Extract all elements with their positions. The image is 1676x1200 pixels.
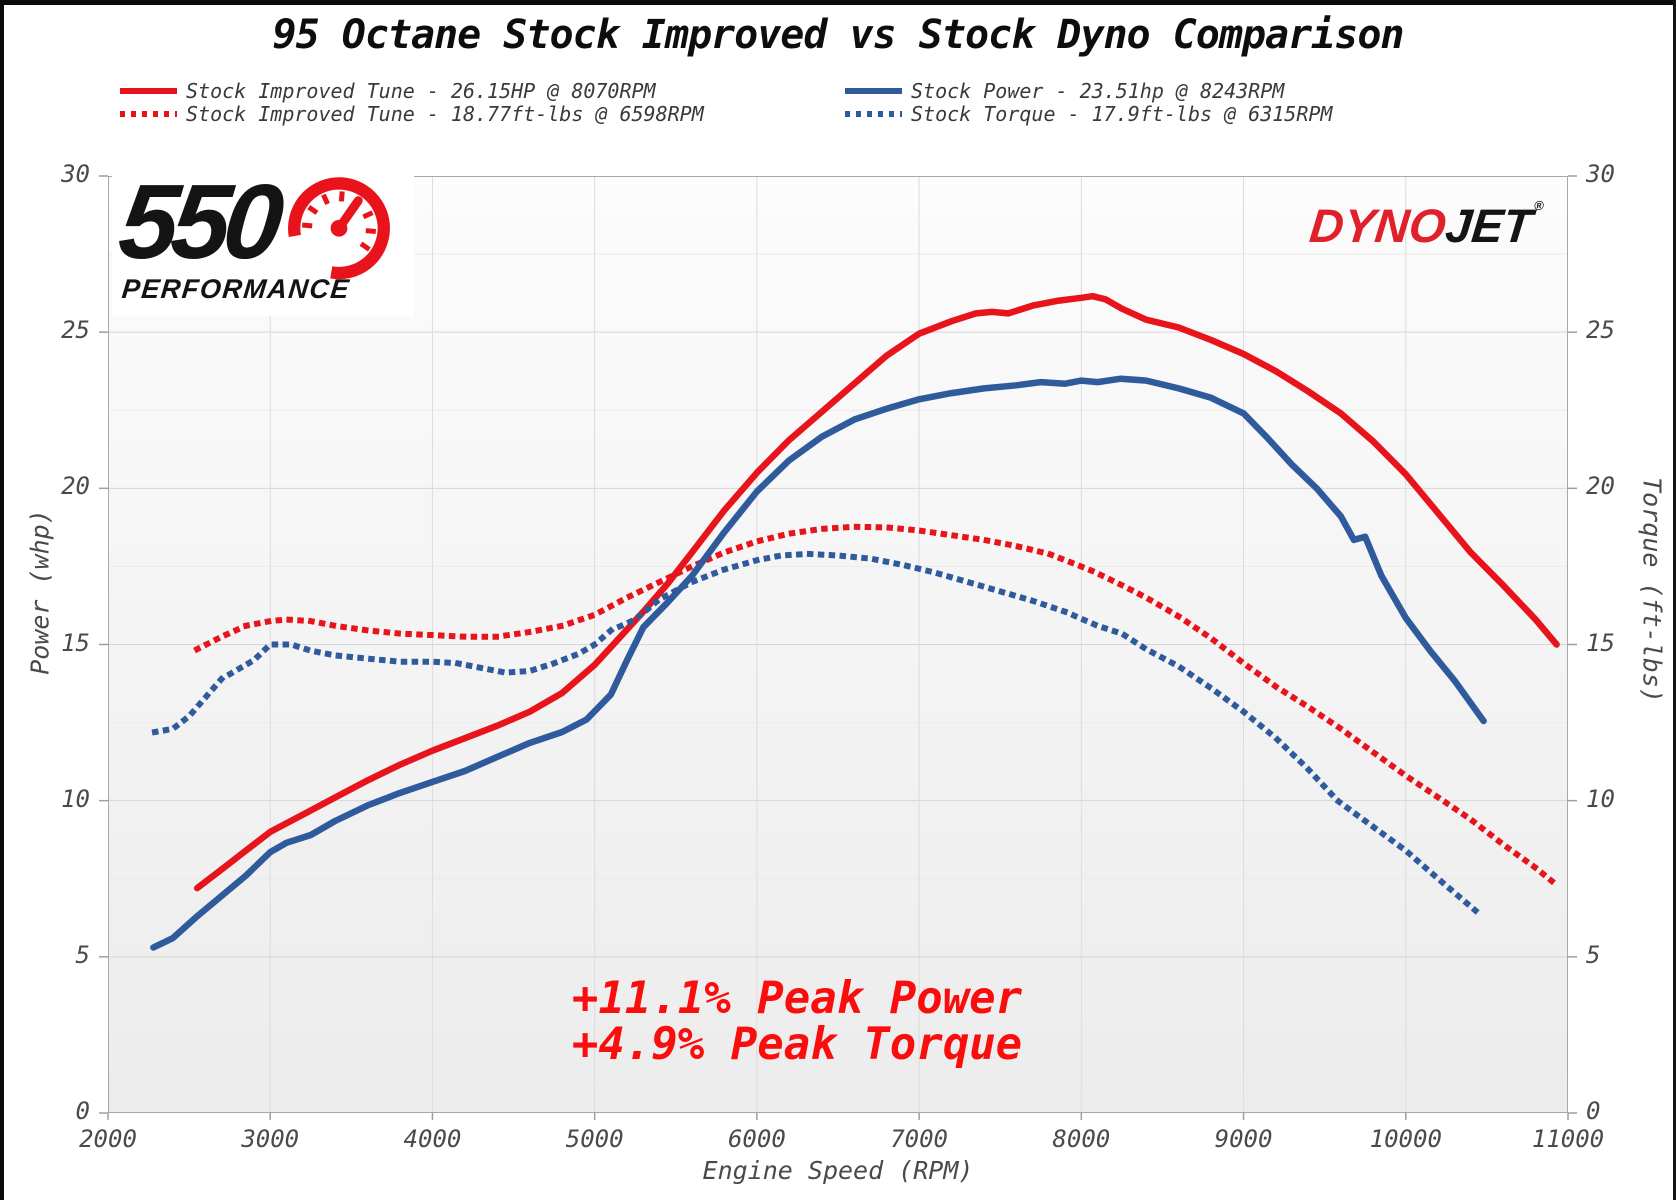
curve-stock-power <box>150 375 1487 951</box>
y-tick-label-left: 15 <box>61 628 90 657</box>
x-tick-label: 6000 <box>727 1125 786 1153</box>
y-tick-label-left: 10 <box>61 784 90 813</box>
y-tick-label-right: 20 <box>1586 472 1615 501</box>
logo-performance-word: PERFORMANCE <box>120 274 352 304</box>
x-tick-label: 2000 <box>79 1125 137 1153</box>
logo-550-number: 550 <box>113 163 283 281</box>
y-tick-label-right: 5 <box>1586 940 1601 969</box>
x-tick-label: 5000 <box>565 1125 624 1153</box>
peak-torque-gain-text: +4.9% Peak Torque <box>571 1019 1023 1071</box>
legend-item-improved-torque: Stock Improved Tune - 18.77ft-lbs @ 6598… <box>120 102 704 126</box>
y-tick-label-right: 25 <box>1586 316 1615 345</box>
peak-gain-annotation: +11.1% Peak Power +4.9% Peak Torque <box>571 973 1023 1071</box>
legend-label: Stock Improved Tune - 26.15HP @ 8070RPM <box>186 79 656 103</box>
curve-stock-torque <box>151 550 1487 921</box>
y-tick-label-right: 0 <box>1586 1097 1601 1125</box>
window-frame-top <box>0 0 1676 5</box>
legend-label: Stock Power - 23.51hp @ 8243RPM <box>911 79 1285 103</box>
speedometer-gauge-icon <box>288 177 390 280</box>
registered-mark-icon: ® <box>1533 198 1545 213</box>
y-tick-label-left: 5 <box>75 940 90 969</box>
x-tick-label: 4000 <box>403 1125 462 1153</box>
dynojet-logo-jet: JET <box>1443 199 1536 252</box>
legend-swatch-blue-dotted-icon <box>845 111 902 117</box>
legend-swatch-blue-solid-icon <box>845 88 902 94</box>
y-tick-label-left: 0 <box>75 1097 90 1125</box>
chart-title: 95 Octane Stock Improved vs Stock Dyno C… <box>272 12 1404 58</box>
x-tick-label: 7000 <box>890 1125 949 1153</box>
y-tick-label-right: 10 <box>1586 784 1615 813</box>
dynojet-logo: DYNOJET® <box>1308 198 1545 253</box>
x-tick-label: 11000 <box>1531 1125 1605 1153</box>
window-frame-right <box>1673 0 1676 1200</box>
window-frame-left <box>0 0 4 1200</box>
curve-stock-improved-tune-power <box>193 292 1560 892</box>
legend-label: Stock Improved Tune - 18.77ft-lbs @ 6598… <box>186 102 704 126</box>
x-tick-label: 3000 <box>241 1125 300 1153</box>
plot-border <box>108 176 1568 1113</box>
y-tick-label-left: 30 <box>61 160 90 188</box>
x-axis-title: Engine Speed (RPM) <box>702 1156 974 1185</box>
plot-area: 550 PERFORMANCE DYNOJET® +11.1% Peak Pow… <box>61 160 1615 1153</box>
curve-stock-improved-tune-torque <box>193 523 1561 890</box>
legend-swatch-red-dotted-icon <box>120 111 177 117</box>
y-tick-label-left: 25 <box>61 316 90 345</box>
legend-item-improved-power: Stock Improved Tune - 26.15HP @ 8070RPM <box>120 79 656 103</box>
y-tick-label-right: 30 <box>1586 160 1615 188</box>
x-tick-label: 8000 <box>1052 1125 1111 1153</box>
dyno-curves-canvas <box>99 175 1577 1120</box>
legend-item-stock-torque: Stock Torque - 17.9ft-lbs @ 6315RPM <box>845 102 1333 126</box>
y-tick-label-left: 20 <box>61 472 90 501</box>
peak-power-gain-text: +11.1% Peak Power <box>571 973 1023 1024</box>
dynojet-logo-dyno: DYNO <box>1307 199 1449 252</box>
legend-swatch-red-solid-icon <box>120 88 177 94</box>
x-tick-label: 10000 <box>1369 1125 1442 1153</box>
legend-label: Stock Torque - 17.9ft-lbs @ 6315RPM <box>911 102 1333 126</box>
legend-item-stock-power: Stock Power - 23.51hp @ 8243RPM <box>845 79 1285 103</box>
y-tick-label-right: 15 <box>1586 628 1615 657</box>
x-tick-label: 9000 <box>1214 1125 1273 1153</box>
550-performance-logo: 550 PERFORMANCE <box>112 163 414 316</box>
